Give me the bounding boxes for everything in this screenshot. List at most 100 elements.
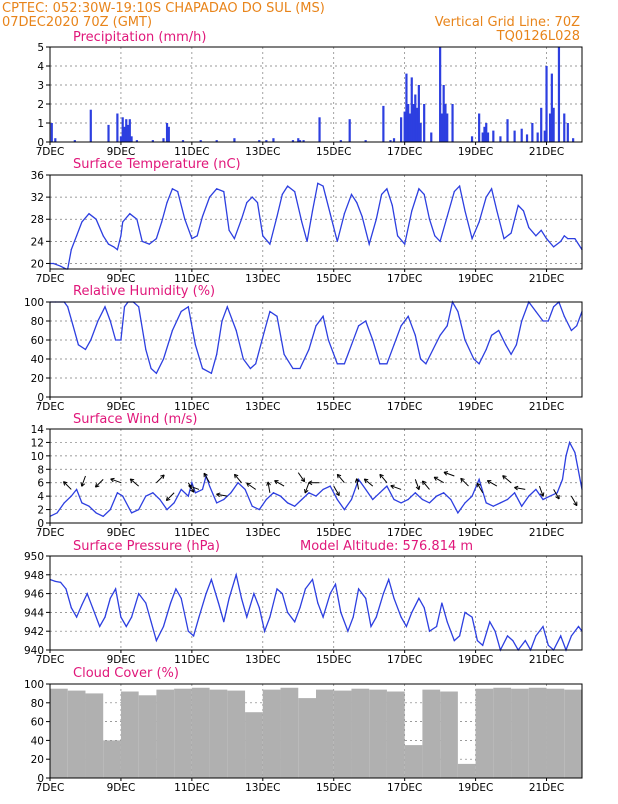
rh-point	[97, 320, 98, 321]
temp-point	[322, 185, 323, 186]
wind-point	[337, 499, 338, 500]
pres-xtick-label: 21DEC	[529, 654, 564, 666]
header-grid-line: Vertical Grid Line: 70Z	[435, 15, 580, 30]
temp-point	[234, 238, 235, 239]
wind-arrow	[111, 478, 121, 482]
wind-point	[166, 509, 167, 510]
wind-arrow-shaft	[461, 478, 469, 486]
rh-point	[372, 339, 373, 340]
pres-point	[347, 631, 348, 632]
pres-point	[560, 635, 561, 636]
temp-point	[486, 197, 487, 198]
wind-point	[202, 489, 203, 490]
wind-point	[386, 485, 387, 486]
pres-point	[542, 626, 543, 627]
wind-arrow	[267, 482, 271, 493]
cloud-bar	[192, 688, 210, 778]
rh-title: Relative Humidity (%)	[73, 284, 215, 299]
wind-point	[64, 502, 65, 503]
wind-ytick-label: 4	[37, 491, 44, 503]
precip-xtick-label: 17DEC	[387, 146, 422, 158]
temp-ytick-label: 32	[31, 192, 44, 204]
cloud-xtick-label: 17DEC	[387, 782, 422, 794]
wind-point	[562, 479, 563, 480]
temp-point	[454, 191, 455, 192]
temp-point	[518, 205, 519, 206]
pres-xtick-label: 7DEC	[36, 654, 65, 666]
cloud-title: Cloud Cover (%)	[73, 666, 179, 681]
pres-point	[312, 579, 313, 580]
pres-xtick-label: 13DEC	[245, 654, 280, 666]
temp-point	[471, 238, 472, 239]
pres-point	[401, 617, 402, 618]
wind-arrow-head	[355, 479, 356, 483]
rh-xtick-label: 19DEC	[458, 401, 493, 413]
pres-ytick-label: 946	[24, 589, 44, 601]
pres-point	[246, 617, 247, 618]
wind-point	[252, 506, 253, 507]
wind-arrow	[422, 481, 429, 489]
pres-point	[87, 593, 88, 594]
pres-point	[115, 588, 116, 589]
pres-title: Surface Pressure (hPa)	[73, 539, 220, 554]
rh-point	[447, 325, 448, 326]
precip-bar	[567, 123, 569, 142]
pres-point	[464, 612, 465, 613]
wind-point	[294, 506, 295, 507]
temp-ytick-label: 36	[31, 170, 45, 182]
precip-bar	[521, 129, 523, 142]
wind-point	[191, 482, 192, 483]
cloud-bar	[405, 745, 423, 778]
cloud-bar	[121, 692, 139, 778]
temp-point	[117, 249, 118, 250]
wind-arrow	[434, 477, 444, 483]
temp-point	[129, 213, 130, 214]
rh-point	[145, 349, 146, 350]
rh-point	[521, 320, 522, 321]
wind-arrow	[81, 476, 85, 486]
rh-xtick-label: 7DEC	[36, 401, 65, 413]
precip-bar	[537, 133, 539, 143]
temp-point	[564, 235, 565, 236]
rh-point	[124, 306, 125, 307]
precip-bar	[90, 110, 92, 142]
cloud-bar	[458, 764, 476, 778]
precip-bar	[545, 66, 547, 142]
wind-arrow	[503, 476, 511, 483]
precip-bar	[349, 119, 351, 142]
temp-point	[440, 241, 441, 242]
wind-arrow	[156, 475, 164, 483]
cloud-xtick-label: 13DEC	[245, 782, 280, 794]
rh-point	[188, 306, 189, 307]
wind-point	[486, 502, 487, 503]
wind-arrow	[247, 483, 256, 489]
temp-point	[113, 246, 114, 247]
temp-point	[546, 238, 547, 239]
cloud-bar	[139, 695, 157, 778]
wind-point	[174, 502, 175, 503]
rh-point	[276, 316, 277, 317]
temp-point	[317, 183, 318, 184]
temp-point	[301, 221, 302, 222]
temp-point	[120, 235, 121, 236]
cloud-ytick-label: 20	[31, 754, 44, 766]
wind-xtick-label: 15DEC	[316, 527, 351, 539]
precip-bar	[451, 104, 453, 142]
wind-arrow	[309, 481, 320, 485]
pres-point	[358, 588, 359, 589]
wind-point	[528, 496, 529, 497]
wind-point	[152, 492, 153, 493]
precip-bar	[233, 138, 235, 142]
pres-point	[294, 621, 295, 622]
precip-bar	[471, 136, 473, 142]
wind-point	[81, 502, 82, 503]
precip-bar	[478, 114, 480, 143]
cloud-bar	[369, 690, 387, 778]
temp-point	[574, 238, 575, 239]
cloud-bar	[564, 690, 582, 778]
precip-bar	[382, 106, 384, 142]
